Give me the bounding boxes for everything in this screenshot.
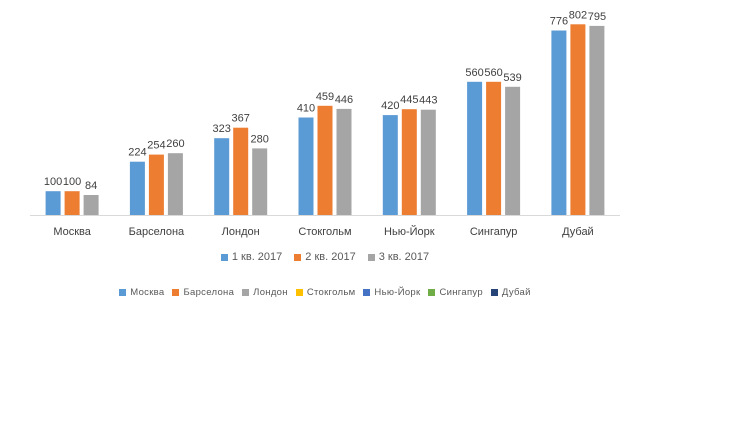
data-label-series-3-4: 446 bbox=[335, 94, 353, 106]
data-label-series-1-5: 420 bbox=[381, 100, 399, 112]
bar-series-2-2 bbox=[148, 154, 164, 215]
series-legend-item-2: 2 кв. 2017 bbox=[294, 251, 356, 263]
data-label-series-2-7: 802 bbox=[569, 9, 587, 21]
category-legend: Москва Барселона Лондон Стокгольм Нью-Йорк Си… bbox=[0, 287, 650, 298]
bar-series-3-3 bbox=[252, 148, 268, 215]
data-label-series-2-5: 445 bbox=[400, 94, 418, 106]
bar-series-2-6 bbox=[486, 81, 502, 215]
x-tick-label-2: Барселона bbox=[129, 226, 185, 238]
bar-series-1-7 bbox=[551, 30, 567, 215]
data-label-series-2-3: 367 bbox=[232, 113, 250, 125]
data-label-series-1-3: 323 bbox=[213, 123, 231, 135]
data-label-series-3-2: 260 bbox=[166, 138, 184, 150]
series-legend-item-1: 1 кв. 2017 bbox=[220, 251, 283, 263]
legend-swatch bbox=[363, 289, 371, 296]
series-legend: 1 кв. 2017 2 кв. 2017 3 кв. 2017 bbox=[0, 251, 650, 263]
legend-swatch bbox=[295, 289, 303, 296]
data-label-series-2-4: 459 bbox=[316, 91, 334, 103]
legend-swatch bbox=[428, 289, 436, 296]
series-legend-item-3: 3 кв. 2017 bbox=[367, 251, 430, 263]
bar-series-1-3 bbox=[214, 138, 230, 215]
data-label-series-3-3: 280 bbox=[251, 133, 269, 145]
data-label-series-3-1: 84 bbox=[85, 180, 97, 192]
legend-label: Нью-Йорк bbox=[374, 287, 421, 298]
legend-swatch bbox=[220, 253, 228, 261]
category-legend-item-7: Дубай bbox=[490, 287, 531, 298]
data-label-series-2-2: 254 bbox=[147, 140, 165, 152]
data-label-series-3-6: 539 bbox=[503, 72, 521, 84]
legend-label: Лондон bbox=[253, 287, 288, 298]
data-label-series-1-7: 776 bbox=[550, 16, 568, 28]
x-tick-label-1: Москва bbox=[53, 226, 91, 238]
legend-label: Барселона bbox=[183, 287, 235, 298]
bar-series-1-6 bbox=[467, 81, 483, 215]
legend-label: Дубай bbox=[501, 287, 531, 298]
bar-series-1-5 bbox=[382, 115, 398, 215]
bar-series-2-5 bbox=[401, 109, 417, 215]
x-tick-label-3: Лондон bbox=[222, 226, 260, 238]
data-label-series-1-1: 100 bbox=[44, 176, 62, 188]
legend-swatch bbox=[490, 289, 498, 296]
data-label-series-3-7: 795 bbox=[588, 11, 606, 23]
data-label-series-1-4: 410 bbox=[297, 103, 315, 115]
bar-series-3-1 bbox=[83, 195, 99, 215]
legend-label: 1 кв. 2017 bbox=[231, 251, 283, 263]
bar-series-2-7 bbox=[570, 24, 586, 215]
bar-series-3-5 bbox=[420, 109, 436, 215]
data-label-series-1-6: 560 bbox=[465, 67, 483, 79]
legend-label: 3 кв. 2017 bbox=[378, 251, 430, 263]
bars-layer bbox=[45, 24, 605, 216]
bar-series-3-6 bbox=[505, 86, 521, 215]
category-legend-item-4: Стокгольм bbox=[295, 287, 356, 298]
bar-series-3-7 bbox=[589, 25, 605, 216]
legend-swatch bbox=[172, 289, 180, 296]
category-legend-item-1: Москва bbox=[119, 287, 164, 298]
bar-series-2-3 bbox=[233, 127, 249, 215]
x-tick-label-4: Стокгольм bbox=[298, 226, 351, 238]
bar-series-1-2 bbox=[129, 161, 145, 215]
legend-swatch bbox=[242, 289, 250, 296]
x-tick-label-5: Нью-Йорк bbox=[384, 225, 435, 238]
data-label-series-2-6: 560 bbox=[484, 67, 502, 79]
x-tick-label-7: Дубай bbox=[562, 226, 594, 238]
bar-series-1-4 bbox=[298, 117, 314, 215]
bar-series-3-2 bbox=[167, 153, 183, 215]
category-legend-item-3: Лондон bbox=[242, 287, 288, 298]
data-label-series-2-1: 100 bbox=[63, 176, 81, 188]
legend-swatch bbox=[119, 289, 127, 296]
data-label-series-3-5: 443 bbox=[419, 95, 437, 107]
legend-label: Сингапур bbox=[439, 287, 483, 298]
x-tick-labels: Москва Барселона Лондон Стокгольм Нью-Йорк Си… bbox=[53, 225, 593, 238]
category-legend-item-5: Нью-Йорк bbox=[363, 287, 420, 298]
bar-series-2-1 bbox=[64, 191, 80, 215]
legend-label: Москва bbox=[130, 287, 165, 298]
legend-swatch bbox=[367, 253, 375, 261]
category-legend-item-6: Сингапур bbox=[428, 287, 483, 298]
data-label-series-1-2: 224 bbox=[128, 147, 146, 159]
bar-series-1-1 bbox=[45, 191, 61, 215]
legend-label: 2 кв. 2017 bbox=[305, 251, 356, 263]
legend-swatch bbox=[294, 253, 302, 261]
legend-label: Стокгольм bbox=[306, 287, 356, 298]
bar-series-3-4 bbox=[336, 108, 352, 215]
bar-series-2-4 bbox=[317, 105, 333, 215]
x-tick-label-6: Сингапур bbox=[470, 226, 518, 238]
category-legend-item-2: Барселона bbox=[172, 287, 234, 298]
